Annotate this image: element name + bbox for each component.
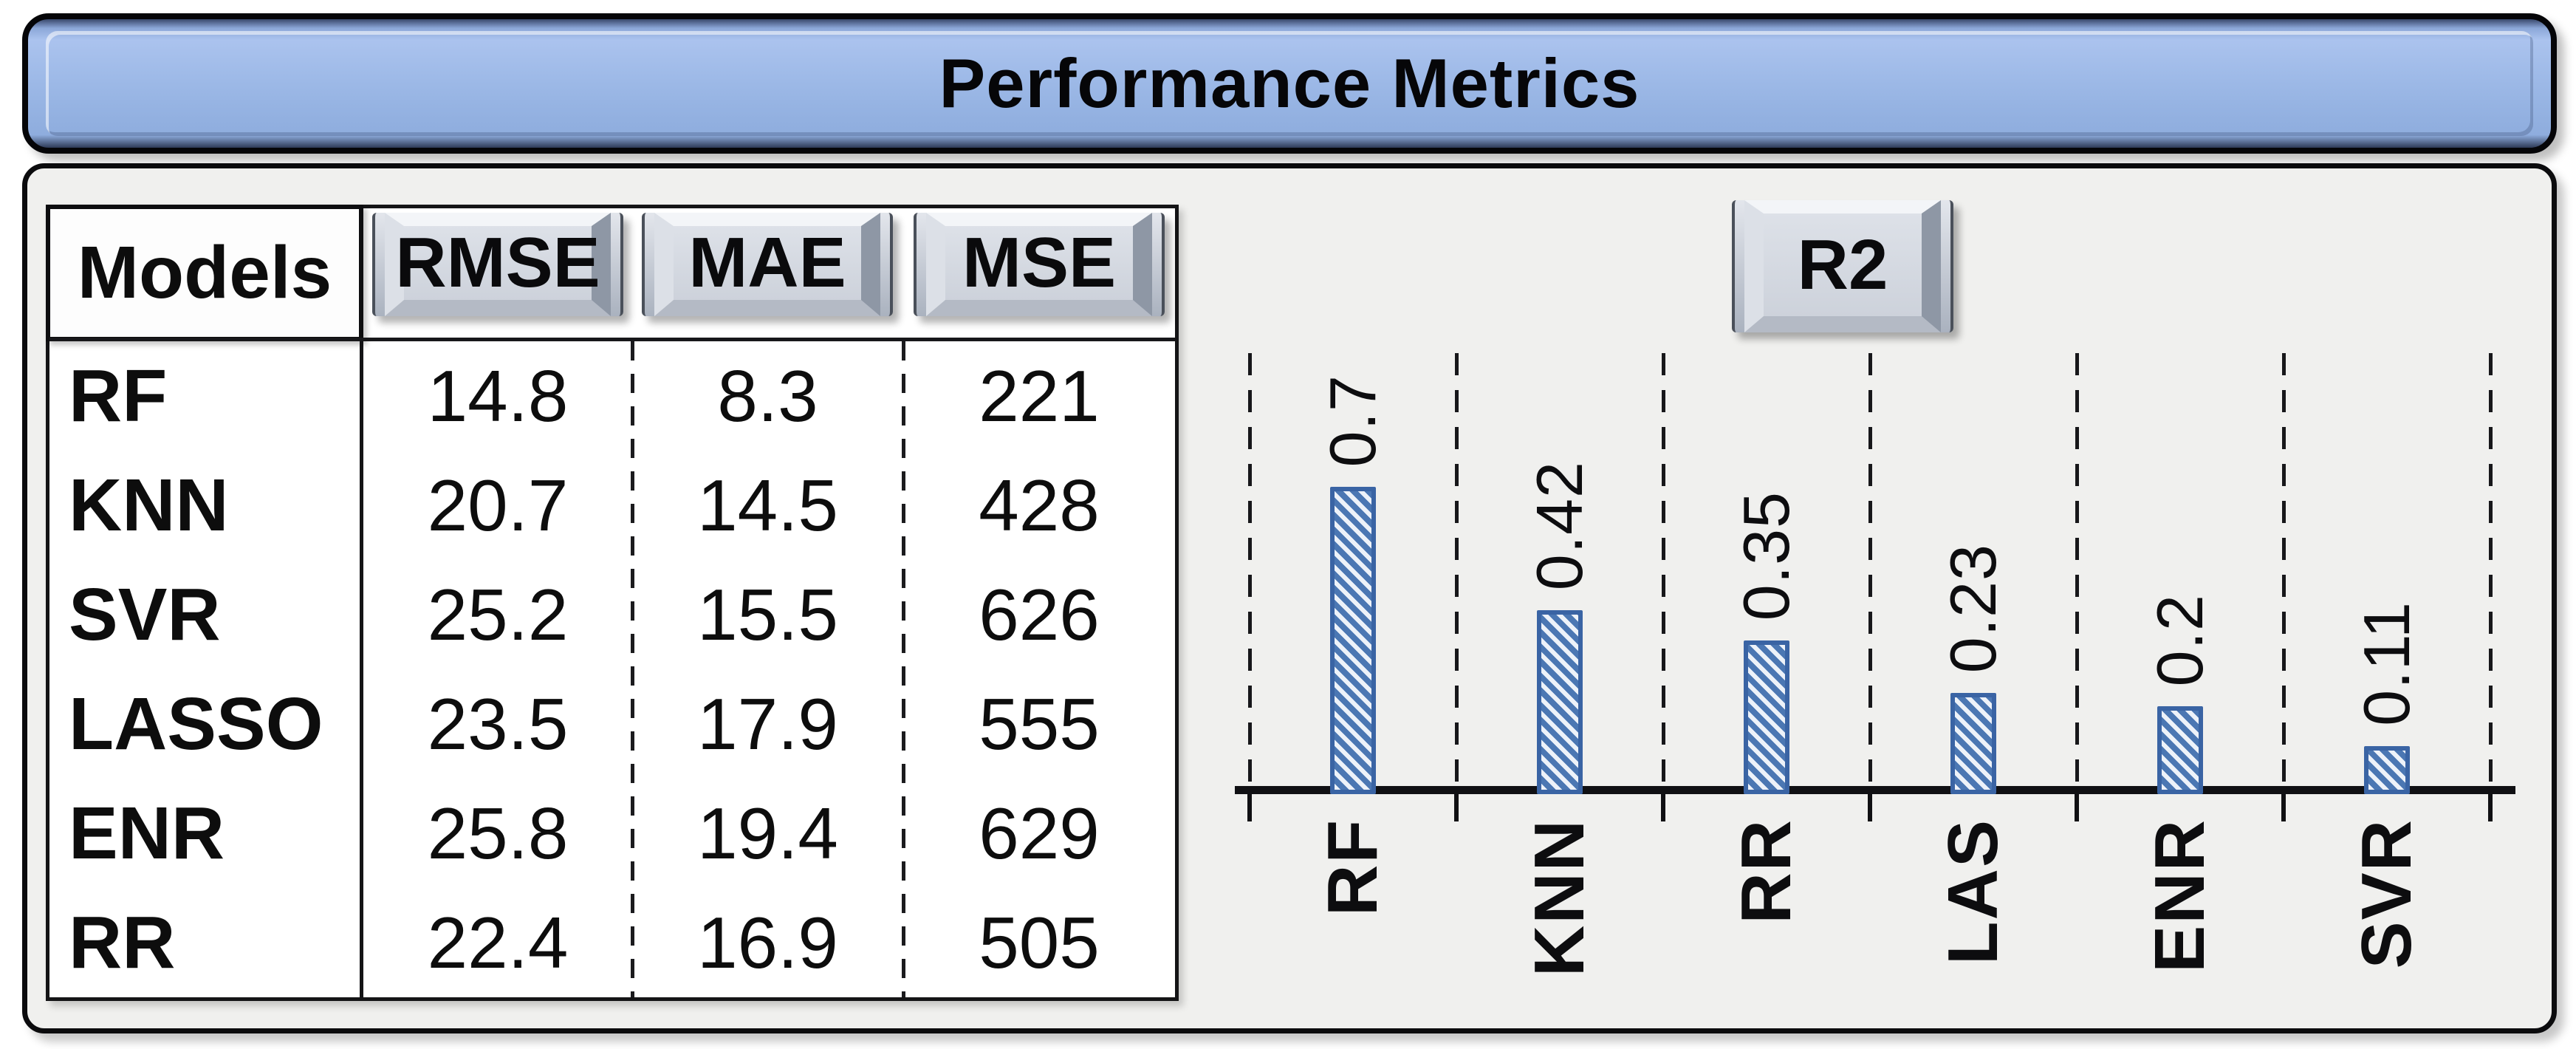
bar-value-label: 0.2	[2143, 593, 2216, 686]
figure-title: Performance Metrics	[939, 44, 1640, 122]
bar-KNN	[1537, 610, 1583, 794]
r2-key-label: R2	[1797, 225, 1888, 304]
column-separator-dashed-2	[902, 341, 905, 997]
axis-tick	[1868, 786, 1872, 821]
category-label: RR	[1727, 819, 1806, 924]
rmse-header-key-label: RMSE	[395, 223, 600, 302]
mae-header-key-face: MAE	[654, 213, 880, 316]
title-bar: Performance Metrics	[22, 13, 2557, 154]
axis-tick	[2281, 786, 2286, 821]
mae-value-cell: 17.9	[697, 683, 838, 765]
r2-key-face: R2	[1744, 200, 1941, 332]
model-name-cell: KNN	[69, 463, 229, 547]
table-row: RF 14.8 8.3 221	[49, 341, 1175, 451]
category-label: SVR	[2347, 819, 2426, 969]
axis-tick	[1247, 786, 1252, 821]
bar-ENR	[2157, 706, 2203, 794]
model-name-cell: LASSO	[69, 682, 323, 765]
x-axis-line	[1235, 786, 2515, 794]
bar-LAS	[1950, 693, 1996, 794]
r2-chart: R2 0.7 RF 0.42 KNN 0.35 RR 0.23 LAS 0.2 ENR 0.11 SVR	[1182, 177, 2518, 1005]
grid-dashed-line	[2489, 353, 2493, 786]
grid-dashed-line	[2075, 353, 2079, 786]
mae-value-cell: 16.9	[697, 901, 838, 983]
bar-value-label: 0.35	[1730, 491, 1803, 621]
mse-value-cell: 221	[979, 355, 1100, 437]
axis-tick	[2075, 786, 2079, 821]
rmse-value-cell: 25.8	[427, 792, 569, 874]
rmse-value-cell: 14.8	[427, 355, 569, 437]
column-separator-solid	[360, 341, 363, 997]
category-label: RF	[1313, 819, 1392, 916]
grid-dashed-line	[1248, 353, 1252, 786]
models-header-cell: Models	[46, 205, 363, 341]
table-body: RF 14.8 8.3 221 KNN 20.7 14.5 428 SVR 25.2 15.5 626…	[49, 341, 1175, 997]
category-label: LAS	[1933, 819, 2012, 965]
r2-key: R2	[1732, 200, 1953, 332]
mse-header-key-label: MSE	[962, 223, 1117, 302]
category-label: KNN	[1520, 819, 1599, 977]
bar-RR	[1744, 640, 1789, 794]
grid-dashed-line	[1868, 353, 1872, 786]
rmse-value-cell: 22.4	[427, 901, 569, 983]
grid-dashed-line	[1455, 353, 1459, 786]
metrics-table: Models RMSE MAE MSE RF 14.8 8.3 221 KNN 20.7 14.…	[46, 205, 1179, 1001]
mae-header-key: MAE	[642, 213, 893, 316]
bar-value-label: 0.11	[2350, 601, 2423, 726]
model-name-cell: RF	[69, 354, 168, 437]
rmse-value-cell: 25.2	[427, 573, 569, 655]
model-name-cell: RR	[69, 901, 176, 984]
rmse-header-key-face: RMSE	[385, 213, 611, 316]
mae-value-cell: 15.5	[697, 573, 838, 655]
mse-header-key: MSE	[914, 213, 1165, 316]
model-name-cell: ENR	[69, 791, 225, 875]
model-name-cell: SVR	[69, 573, 221, 656]
mse-value-cell: 629	[979, 792, 1100, 874]
category-label: ENR	[2140, 819, 2219, 973]
mse-value-cell: 428	[979, 464, 1100, 546]
grid-dashed-line	[1662, 353, 1665, 786]
mse-value-cell: 626	[979, 573, 1100, 655]
mae-header-key-label: MAE	[688, 223, 846, 302]
rmse-value-cell: 23.5	[427, 683, 569, 765]
bar-value-label: 0.23	[1936, 543, 2010, 673]
rmse-value-cell: 20.7	[427, 464, 569, 546]
bar-value-label: 0.7	[1316, 374, 1389, 467]
bar-value-label: 0.42	[1523, 460, 1596, 590]
table-row: ENR 25.8 19.4 629	[49, 779, 1175, 888]
axis-tick	[1454, 786, 1459, 821]
mse-value-cell: 505	[979, 901, 1100, 983]
axis-tick	[2488, 786, 2493, 821]
mae-value-cell: 14.5	[697, 464, 838, 546]
models-header-label: Models	[77, 231, 332, 314]
table-row: KNN 20.7 14.5 428	[49, 451, 1175, 560]
table-row: RR 22.4 16.9 505	[49, 888, 1175, 997]
table-row: SVR 25.2 15.5 626	[49, 560, 1175, 669]
mse-value-cell: 555	[979, 683, 1100, 765]
column-separator-dashed-1	[631, 341, 634, 997]
table-header-divider	[49, 338, 1175, 341]
mae-value-cell: 19.4	[697, 792, 838, 874]
axis-tick	[1661, 786, 1665, 821]
table-row: LASSO 23.5 17.9 555	[49, 669, 1175, 779]
bar-RF	[1330, 487, 1376, 794]
mae-value-cell: 8.3	[717, 355, 818, 437]
grid-dashed-line	[2282, 353, 2286, 786]
rmse-header-key: RMSE	[372, 213, 623, 316]
bar-SVR	[2364, 746, 2410, 794]
mse-header-key-face: MSE	[926, 213, 1152, 316]
